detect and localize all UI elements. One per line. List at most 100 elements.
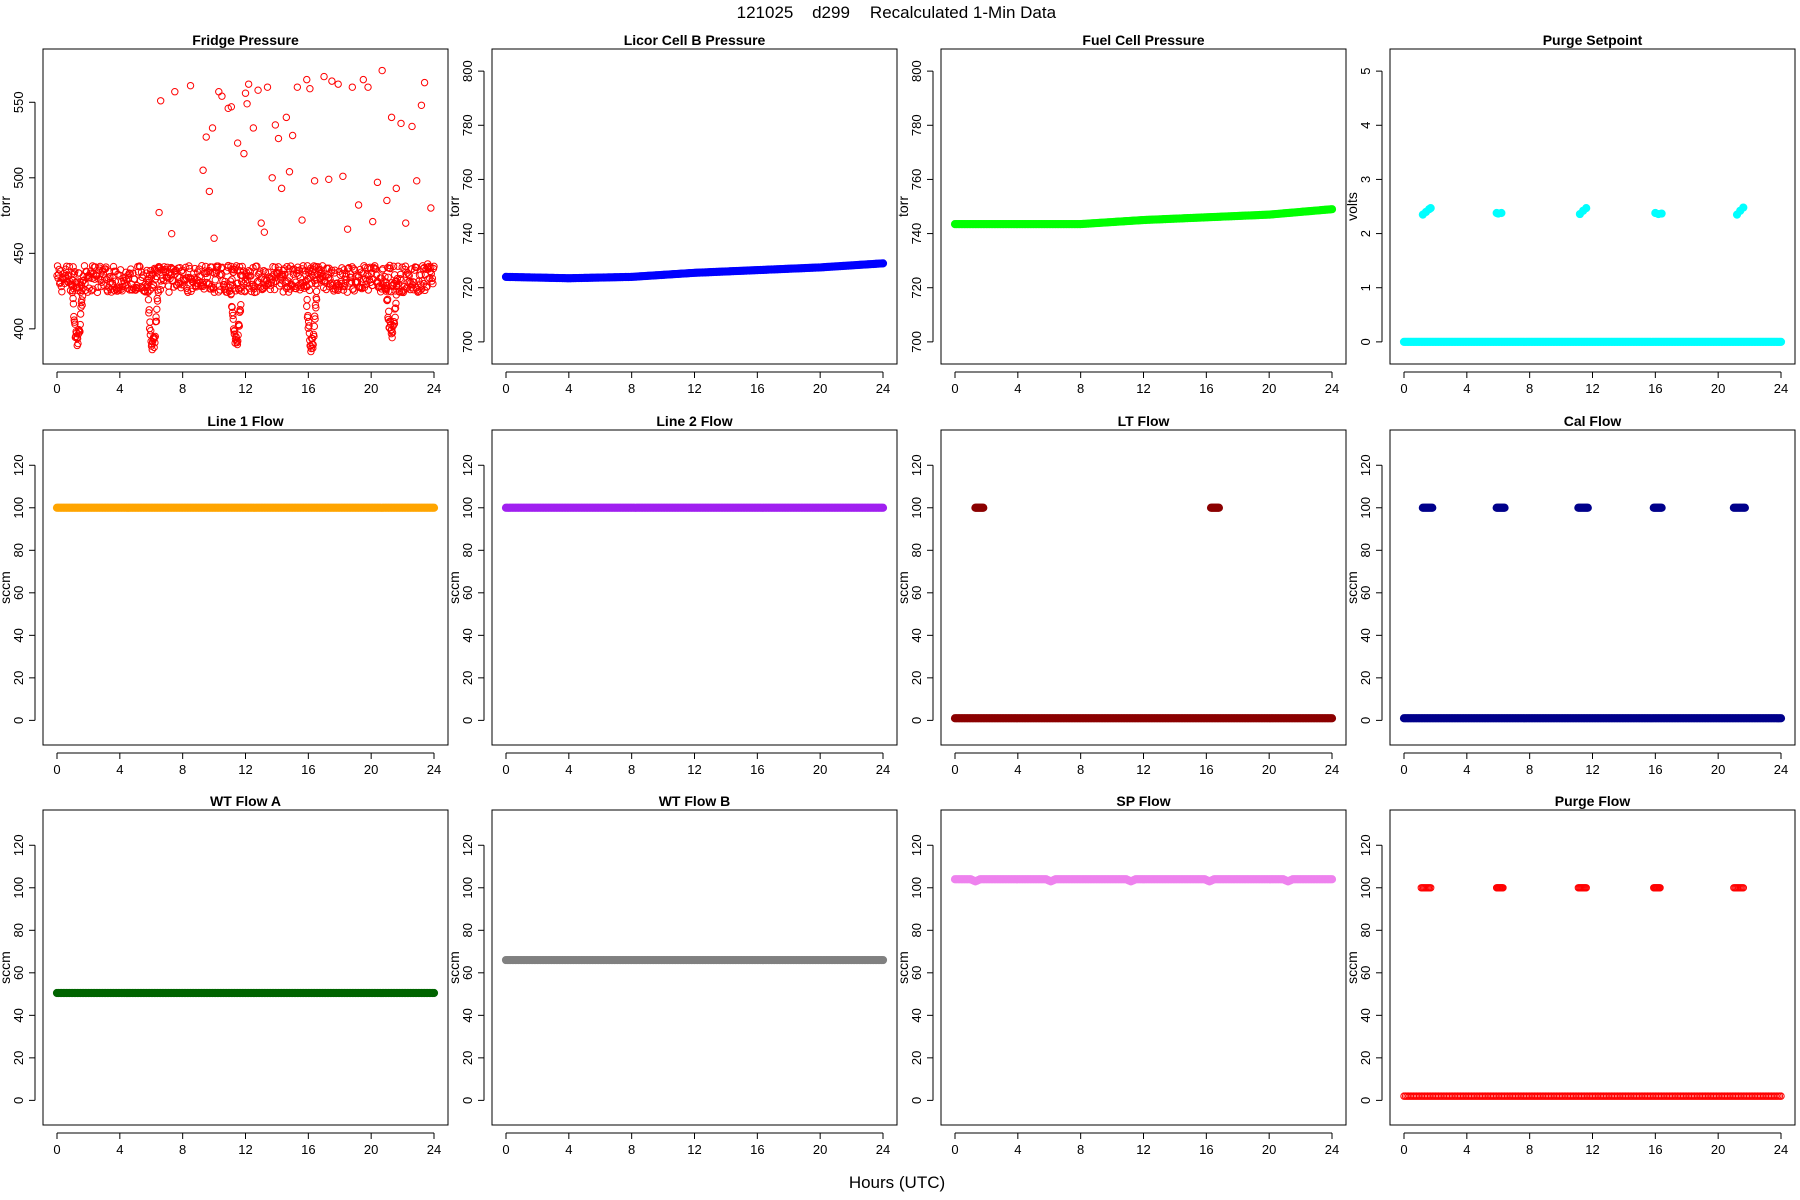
data-point [339,286,348,294]
data-point [165,288,173,296]
data-point [235,262,244,271]
x-tick-label: 8 [628,381,635,396]
data-point [145,309,153,317]
x-tick-label: 12 [687,381,701,396]
data-point [330,287,338,295]
data-point [228,275,236,284]
x-tick-label: 12 [1136,1142,1150,1157]
x-tick-label: 4 [1463,381,1470,396]
data-point [93,288,102,297]
panel-title: Fridge Pressure [192,32,299,48]
figure-title-part-1: 121025 [737,3,794,22]
y-axis-label: torr [446,196,462,217]
x-tick-label: 8 [1526,1142,1533,1157]
data-point [311,301,320,309]
data-point [263,83,272,91]
panel-title: WT Flow B [659,793,731,809]
data-series [1399,203,1786,346]
data-point [208,124,217,132]
y-tick-label: 740 [460,223,475,245]
data-point [304,318,313,326]
y-tick-label: 120 [1358,454,1373,476]
y-tick-label: 3 [1358,176,1373,183]
x-tick-label: 8 [1526,381,1533,396]
x-tick-label: 8 [1526,762,1533,777]
data-point [182,263,190,272]
x-tick-label: 20 [364,381,378,396]
x-tick-label: 0 [502,381,509,396]
y-tick-label: 100 [1358,497,1373,519]
x-tick-label: 12 [238,762,252,777]
data-point [285,168,294,176]
data-point [371,262,379,270]
data-point [386,261,394,270]
data-point [429,279,437,288]
data-point [312,304,320,312]
panel-title: SP Flow [1116,793,1170,809]
y-tick-label: 2 [1358,230,1373,237]
data-point [878,503,888,512]
x-tick-label: 0 [951,381,958,396]
y-tick-label: 800 [460,60,475,82]
x-tick-label: 0 [951,762,958,777]
y-tick-label: 80 [909,923,924,937]
x-tick-label: 16 [750,762,764,777]
data-point [186,81,195,90]
x-tick-label: 24 [1325,1142,1339,1157]
y-tick-label: 40 [11,628,26,642]
data-point [430,262,438,271]
y-tick-label: 20 [1358,1051,1373,1065]
y-tick-label: 120 [909,454,924,476]
data-point [65,262,74,271]
y-tick-label: 0 [909,1097,924,1104]
x-tick-label: 24 [427,1142,441,1157]
x-tick-label: 24 [876,381,890,396]
chart-panel: Fuel Cell Pressure torr 0 4 8 12 16 20 24 700 720 7… [895,32,1347,396]
y-tick-label: 0 [11,1097,26,1104]
data-point [260,267,268,275]
y-axis-label: torr [0,196,13,217]
data-point [215,88,223,96]
x-tick-label: 16 [1648,762,1662,777]
data-point [268,174,276,182]
data-point [328,77,336,85]
x-tick-label: 0 [53,1142,60,1157]
y-tick-label: 780 [909,114,924,136]
x-tick-label: 0 [502,762,509,777]
data-point [202,133,210,141]
data-point [293,83,302,91]
data-point [310,322,319,331]
y-tick-label: 0 [1358,717,1373,724]
y-tick-label: 60 [11,586,26,600]
data-point [334,286,342,294]
data-point [237,277,246,286]
x-tick-label: 0 [53,381,60,396]
data-point [1776,337,1786,346]
data-point [382,281,391,290]
data-point [878,955,888,965]
x-tick-label: 12 [1136,381,1150,396]
data-point [408,122,416,131]
x-tick-label: 8 [179,1142,186,1157]
data-series [53,66,438,356]
data-point [383,295,392,303]
data-point [348,83,357,91]
data-point [190,269,198,277]
data-point [298,216,306,224]
data-point [233,139,242,147]
y-tick-label: 100 [11,497,26,519]
data-point [429,988,439,998]
data-point [177,267,186,276]
x-tick-label: 8 [1077,1142,1084,1157]
data-point [240,149,248,158]
data-point [185,264,194,273]
x-tick-label: 4 [1014,762,1021,777]
data-point [1739,203,1748,212]
y-tick-label: 400 [11,318,26,340]
y-tick-label: 800 [909,60,924,82]
x-tick-label: 12 [687,762,701,777]
data-series [501,503,888,512]
data-point [235,322,243,330]
y-tick-label: 20 [909,671,924,685]
